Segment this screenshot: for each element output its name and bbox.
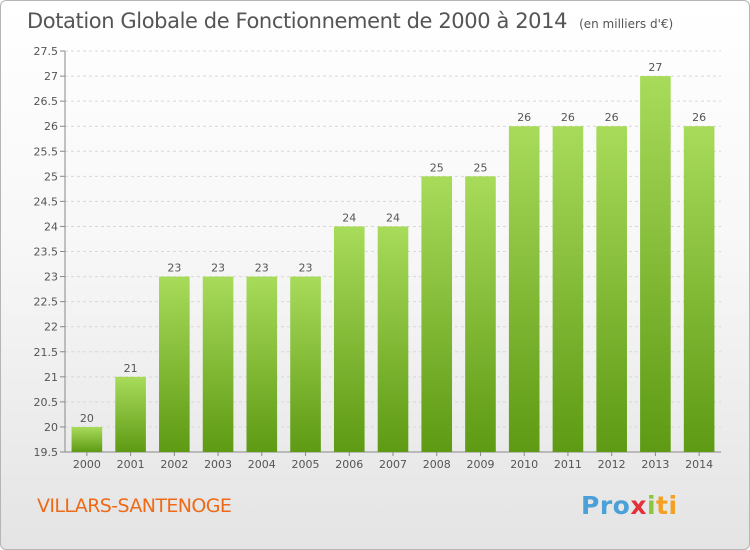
commune-name: VILLARS-SANTENOGE — [37, 495, 232, 517]
y-tick-label: 23.5 — [34, 246, 59, 259]
x-tick-label: 2011 — [554, 458, 582, 471]
y-tick-label: 21 — [44, 371, 58, 384]
x-tick-label: 2004 — [248, 458, 276, 471]
bar — [71, 426, 103, 452]
bar — [552, 126, 584, 452]
x-tick-label: 2014 — [685, 458, 713, 471]
data-label: 23 — [255, 262, 269, 275]
y-tick-label: 23 — [44, 271, 58, 284]
x-tick-label: 2005 — [292, 458, 320, 471]
data-label: 25 — [473, 161, 487, 174]
y-tick-label: 25.5 — [34, 145, 59, 158]
bar — [246, 276, 278, 452]
y-tick-label: 19.5 — [34, 446, 59, 459]
x-tick-label: 2001 — [117, 458, 145, 471]
x-tick-label: 2000 — [73, 458, 101, 471]
data-label: 26 — [517, 111, 531, 124]
y-tick-label: 21.5 — [34, 346, 59, 359]
bar — [115, 376, 146, 452]
bar — [683, 126, 715, 452]
bar — [159, 276, 190, 452]
x-tick-label: 2002 — [160, 458, 188, 471]
data-label: 23 — [167, 262, 181, 275]
x-tick-label: 2007 — [379, 458, 407, 471]
data-label: 24 — [342, 211, 356, 224]
data-label: 26 — [605, 111, 619, 124]
proxiti-logo: Proxiti — [581, 491, 678, 520]
x-tick-label: 2010 — [510, 458, 538, 471]
data-label: 24 — [386, 211, 400, 224]
data-label: 20 — [80, 412, 94, 425]
y-tick-label: 24 — [44, 220, 58, 233]
y-tick-label: 20.5 — [34, 396, 59, 409]
data-label: 25 — [430, 161, 444, 174]
bar — [421, 176, 453, 452]
data-label: 23 — [299, 262, 313, 275]
x-tick-label: 2008 — [423, 458, 451, 471]
x-tick-label: 2009 — [466, 458, 494, 471]
bar — [290, 276, 321, 452]
bar — [333, 226, 365, 452]
y-tick-label: 22 — [44, 321, 58, 334]
x-tick-label: 2003 — [204, 458, 232, 471]
bar — [377, 226, 409, 452]
data-label: 21 — [124, 362, 138, 375]
unit-label: (en milliers d'€) — [579, 17, 674, 31]
chart-title-text: Dotation Globale de Fonctionnement de 20… — [27, 9, 568, 33]
bar — [202, 276, 234, 452]
x-tick-label: 2012 — [598, 458, 626, 471]
y-tick-label: 20 — [44, 421, 58, 434]
x-tick-label: 2013 — [641, 458, 669, 471]
bar — [596, 126, 627, 452]
data-label: 27 — [648, 61, 662, 74]
bar — [508, 126, 540, 452]
y-tick-label: 26 — [44, 120, 58, 133]
data-label: 26 — [692, 111, 706, 124]
y-tick-label: 27 — [44, 70, 58, 83]
y-tick-label: 22.5 — [34, 296, 59, 309]
y-tick-label: 24.5 — [34, 195, 59, 208]
bar — [465, 176, 496, 452]
chart-title: Dotation Globale de Fonctionnement de 20… — [27, 9, 673, 33]
bar — [640, 76, 671, 452]
data-label: 23 — [211, 262, 225, 275]
data-label: 26 — [561, 111, 575, 124]
y-tick-label: 27.5 — [34, 45, 59, 58]
y-tick-label: 25 — [44, 170, 58, 183]
y-tick-label: 26.5 — [34, 95, 59, 108]
x-tick-label: 2006 — [335, 458, 363, 471]
